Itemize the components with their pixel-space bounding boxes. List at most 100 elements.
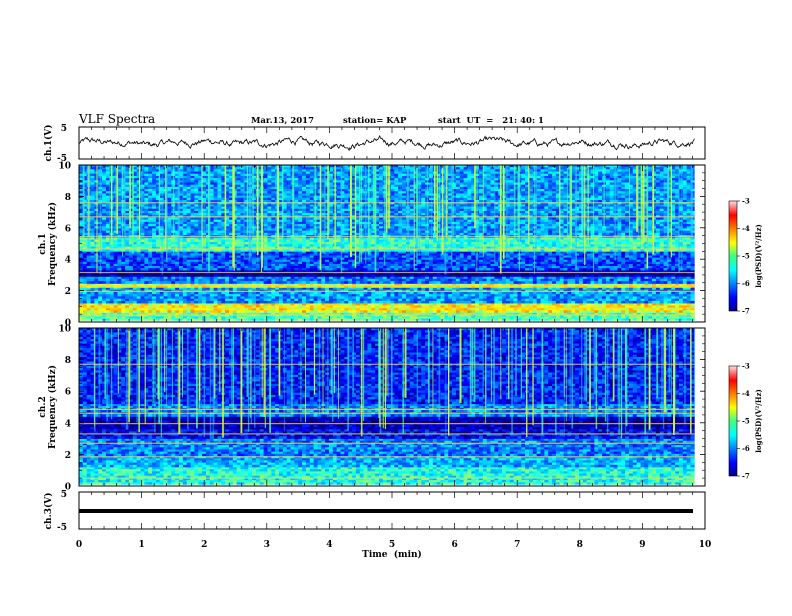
spectrogram-cell — [364, 279, 368, 282]
spectrogram-cell — [283, 310, 287, 313]
spectrogram-cell — [571, 296, 575, 299]
spectrogram-cell — [525, 318, 529, 320]
spectrogram-cell — [421, 294, 425, 297]
spectrogram-cell — [279, 317, 283, 319]
spectrogram-cell — [433, 296, 437, 299]
spectrogram-cell — [467, 301, 471, 304]
spectrogram-cell — [202, 310, 206, 313]
spectrogram-cell — [94, 287, 98, 290]
spectrogram-cell — [617, 292, 621, 295]
spectrogram-cell — [248, 310, 252, 313]
spectrogram-cell — [333, 276, 337, 279]
spectrogram-cell — [606, 296, 610, 299]
spectrogram-cell — [441, 301, 445, 304]
station-label: station= KAP — [343, 116, 407, 126]
spectrogram-cell — [567, 303, 571, 306]
spectrogram-cell — [183, 294, 187, 297]
spectrogram-cell — [291, 281, 295, 284]
spectrogram-cell — [379, 301, 383, 304]
spectrogram-cell — [144, 310, 148, 313]
spectrogram-cell — [571, 276, 575, 279]
spectrogram-cell — [579, 276, 583, 279]
spectrogram-cell — [498, 281, 502, 284]
spectrogram-cell — [333, 296, 337, 299]
spectrogram-cell — [187, 301, 191, 304]
spectrogram-cell — [83, 251, 87, 253]
spectrogram-cell — [456, 299, 460, 302]
spectrogram-cell — [437, 301, 441, 304]
spectrogram-cell — [567, 292, 571, 295]
spectrogram-cell — [156, 279, 160, 282]
spectrogram-cell — [687, 274, 691, 276]
spectrogram-cell — [148, 301, 152, 304]
spectrogram-cell — [337, 318, 341, 320]
spectrogram-cell — [87, 303, 91, 306]
spectrogram-cell — [506, 318, 510, 320]
spectrogram-cell — [506, 274, 510, 276]
spectrogram-cell — [471, 274, 475, 276]
spectrogram-cell — [652, 287, 656, 290]
spectrogram-cell — [533, 303, 537, 306]
spectrogram-cell — [591, 296, 595, 299]
spectrogram-cell — [560, 303, 564, 306]
spectrogram-cell — [217, 294, 221, 297]
spectrogram-cell — [221, 318, 225, 320]
spectrogram-cell — [648, 299, 652, 302]
spectrogram-cell — [206, 292, 210, 295]
spectrogram-cell — [367, 292, 371, 295]
spectrogram-cell — [594, 296, 598, 299]
spectrogram-cell — [317, 301, 321, 304]
spectrogram-cell — [471, 299, 475, 302]
spectrogram-cell — [314, 292, 318, 295]
spectrogram-cell — [341, 310, 345, 313]
spectrogram-cell — [171, 287, 175, 290]
spectrogram-cell — [560, 281, 564, 284]
spectrogram-cell — [541, 318, 545, 320]
spectrogram-cell — [341, 318, 345, 320]
spectrogram-cell — [394, 274, 398, 276]
spectrogram-cell — [91, 299, 95, 302]
spectrogram-cell — [129, 299, 133, 302]
spectrogram-cell — [298, 274, 302, 276]
spectrogram-cell — [425, 299, 429, 302]
spectrogram-cell — [656, 294, 660, 297]
spectrogram-cell — [194, 318, 198, 320]
spectrogram-cell — [117, 299, 121, 302]
spectrogram-cell — [471, 317, 475, 319]
spectrogram-cell — [552, 279, 556, 282]
spectrogram-cell — [429, 303, 433, 306]
spectrogram-cell — [467, 299, 471, 302]
spectrogram-cell — [664, 294, 668, 297]
spectrogram-cell — [679, 276, 683, 279]
spectrogram-cell — [641, 287, 645, 290]
spectrogram-cell — [241, 294, 245, 297]
spectrogram-cell — [256, 279, 260, 282]
spectrogram-cell — [456, 281, 460, 284]
spectrogram-cell — [456, 292, 460, 295]
spectrogram-cell — [591, 274, 595, 276]
spectrogram-cell — [467, 317, 471, 319]
spectrogram-cell — [337, 303, 341, 306]
spectrogram-cell — [229, 296, 233, 299]
spectrogram-cell — [475, 294, 479, 297]
spectrogram-cell — [610, 279, 614, 282]
spectrogram-cell — [537, 310, 541, 313]
spectrogram-cell — [102, 274, 106, 276]
spectrogram-cell — [683, 317, 687, 319]
spectrogram-cell — [417, 301, 421, 304]
spectrogram-cell — [556, 274, 560, 276]
spectrogram-cell — [394, 276, 398, 279]
spectrogram-cell — [633, 303, 637, 306]
spectrogram-cell — [317, 318, 321, 320]
spectrogram-cell — [133, 310, 137, 313]
spectrogram-cell — [544, 318, 548, 320]
spectrogram-cell — [637, 318, 641, 320]
spectrogram-cell — [183, 274, 187, 276]
spectrogram-cell — [660, 287, 664, 290]
spectrogram-cell — [333, 303, 337, 306]
spectrogram-cell — [587, 317, 591, 319]
spectrogram-cell — [383, 274, 387, 276]
spectrogram-cell — [125, 279, 129, 282]
spectrogram-cell — [352, 279, 356, 282]
spectrogram-cell — [437, 292, 441, 295]
